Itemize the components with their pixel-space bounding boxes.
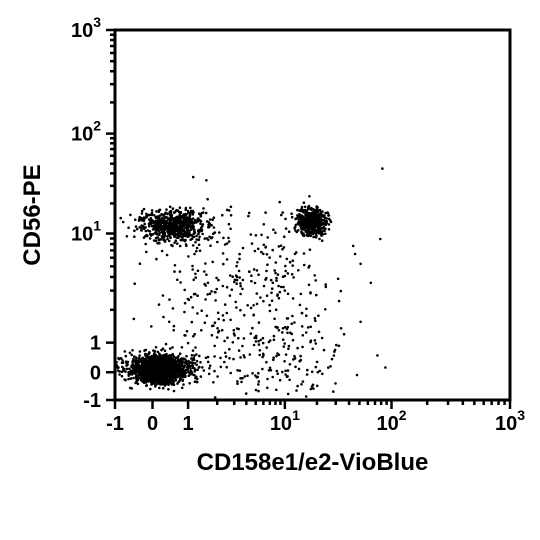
svg-text:-1: -1 [106,413,124,435]
chart-svg: -1 0 1 101 102 103 -1 0 1 101 102 103 CD158e1/e2-Vio… [0,0,540,540]
svg-text:101: 101 [71,218,101,246]
svg-text:102: 102 [71,118,101,146]
flow-cytometry-scatter: -1 0 1 101 102 103 -1 0 1 101 102 103 CD158e1/e2-Vio… [0,0,540,540]
svg-text:CD158e1/e2-VioBlue: CD158e1/e2-VioBlue [197,449,429,476]
svg-text:102: 102 [376,407,406,435]
svg-text:103: 103 [495,407,525,435]
svg-text:-1: -1 [83,390,101,412]
svg-text:101: 101 [270,407,300,435]
svg-text:0: 0 [90,362,101,384]
svg-text:103: 103 [71,14,101,42]
svg-text:1: 1 [90,333,101,355]
svg-text:CD56-PE: CD56-PE [19,164,46,265]
svg-text:1: 1 [183,413,194,435]
svg-text:0: 0 [147,413,158,435]
